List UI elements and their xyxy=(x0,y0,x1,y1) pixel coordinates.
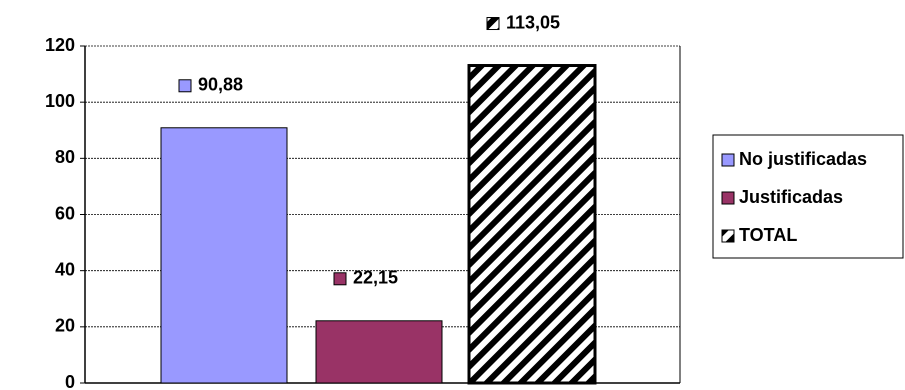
data-label: 113,05 xyxy=(506,12,560,32)
legend-swatch xyxy=(721,153,735,167)
label-swatch xyxy=(486,17,500,31)
data-label: 22,15 xyxy=(353,268,398,288)
y-tick-label: 100 xyxy=(45,91,75,111)
bar xyxy=(160,127,288,384)
y-tick-label: 80 xyxy=(55,147,75,167)
legend-swatch xyxy=(721,229,735,243)
label-swatch xyxy=(333,272,347,286)
legend-label: TOTAL xyxy=(739,225,797,245)
legend-label: Justificadas xyxy=(739,187,843,207)
y-tick-label: 40 xyxy=(55,259,75,279)
y-tick-label: 0 xyxy=(65,372,75,390)
label-swatch xyxy=(178,79,192,93)
y-tick-label: 120 xyxy=(45,35,75,55)
legend-box xyxy=(712,134,904,259)
bar xyxy=(467,64,597,385)
y-tick-label: 60 xyxy=(55,203,75,223)
bar xyxy=(315,320,443,384)
y-tick-label: 20 xyxy=(55,316,75,336)
legend-swatch xyxy=(721,191,735,205)
data-label: 90,88 xyxy=(198,75,243,95)
legend-label: No justificadas xyxy=(739,149,867,169)
